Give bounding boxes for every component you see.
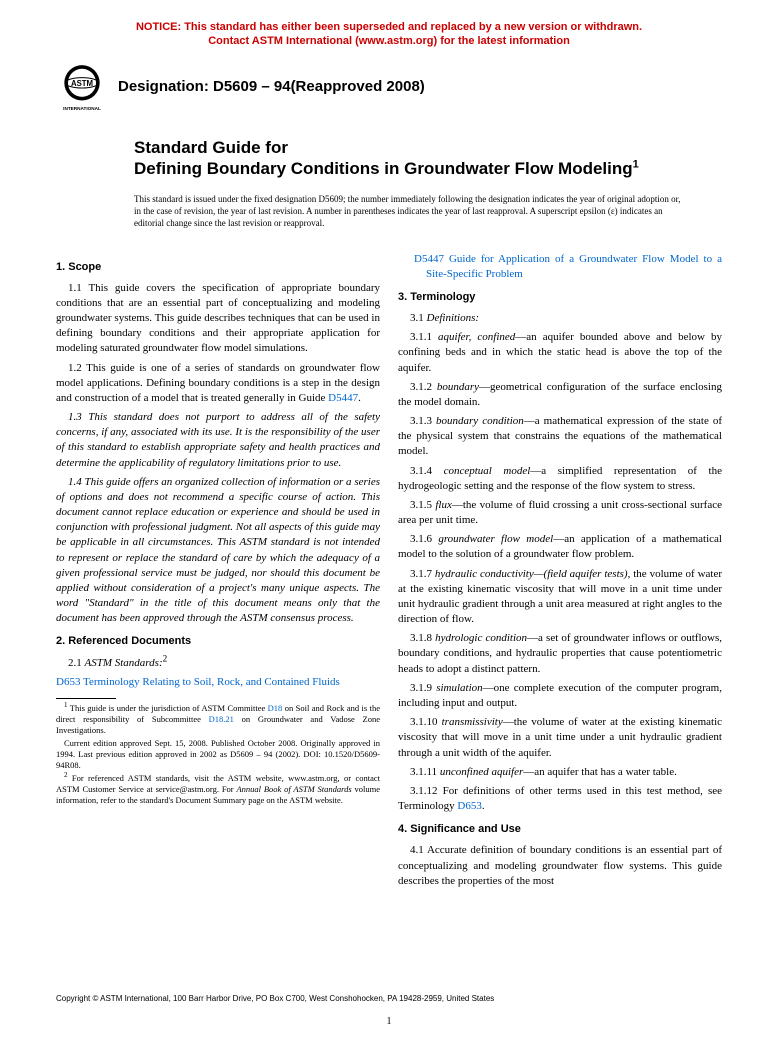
scope-heading: 1. Scope [56, 260, 380, 275]
scope-1-4: 1.4 This guide offers an organized colle… [56, 475, 380, 627]
notice-line-2: Contact ASTM International (www.astm.org… [208, 35, 570, 47]
def-3-1-4: 3.1.4 conceptual model—a simplified repr… [398, 464, 722, 494]
body-columns: 1. Scope 1.1 This guide covers the speci… [56, 252, 722, 893]
link-d18[interactable]: D18 [268, 703, 283, 713]
ref-d5447[interactable]: D5447 Guide for Application of a Groundw… [398, 252, 722, 282]
footnote-1: 1 This guide is under the jurisdiction o… [56, 703, 380, 736]
notice-line-1: NOTICE: This standard has either been su… [136, 21, 642, 33]
link-d5447[interactable]: D5447 [328, 392, 358, 404]
terminology-heading: 3. Terminology [398, 290, 722, 305]
def-3-1-5: 3.1.5 flux—the volume of fluid crossing … [398, 498, 722, 528]
astm-logo: ASTM INTERNATIONAL [56, 61, 108, 113]
copyright-line: Copyright © ASTM International, 100 Barr… [56, 994, 494, 1003]
designation-text: Designation: D5609 – 94(Reapproved 2008) [118, 78, 425, 95]
notice-banner: NOTICE: This standard has either been su… [56, 20, 722, 49]
footnote-2: 2 For referenced ASTM standards, visit t… [56, 773, 380, 806]
def-3-1-10: 3.1.10 transmissivity—the volume of wate… [398, 715, 722, 761]
footnote-separator [56, 698, 116, 699]
def-3-1-3: 3.1.3 boundary condition—a mathematical … [398, 414, 722, 460]
issuance-note: This standard is issued under the fixed … [134, 193, 682, 229]
def-3-1-12: 3.1.12 For definitions of other terms us… [398, 784, 722, 814]
refdocs-2-1: 2.1 ASTM Standards:2 [56, 656, 380, 671]
refdocs-heading: 2. Referenced Documents [56, 634, 380, 649]
title-main: Defining Boundary Conditions in Groundwa… [134, 158, 722, 179]
def-3-1-6: 3.1.6 groundwater flow model—an applicat… [398, 532, 722, 562]
header-row: ASTM INTERNATIONAL Designation: D5609 – … [56, 61, 722, 113]
def-3-1-8: 3.1.8 hydrologic condition—a set of grou… [398, 631, 722, 677]
scope-1-2: 1.2 This guide is one of a series of sta… [56, 361, 380, 407]
def-3-1-9: 3.1.9 simulation—one complete execution … [398, 681, 722, 711]
sig-4-1: 4.1 Accurate definition of boundary cond… [398, 843, 722, 889]
def-3-1-1: 3.1.1 aquifer, confined—an aquifer bound… [398, 330, 722, 376]
right-column: D5447 Guide for Application of a Groundw… [398, 252, 722, 893]
def-3-1-11: 3.1.11 unconfined aquifer—an aquifer tha… [398, 765, 722, 780]
link-d18-21[interactable]: D18.21 [209, 714, 234, 724]
svg-text:INTERNATIONAL: INTERNATIONAL [63, 105, 101, 110]
title-block: Standard Guide for Defining Boundary Con… [134, 137, 722, 180]
def-3-1-7: 3.1.7 hydraulic conductivity—(field aqui… [398, 567, 722, 628]
sig-heading: 4. Significance and Use [398, 822, 722, 837]
svg-text:ASTM: ASTM [71, 79, 93, 88]
scope-1-1: 1.1 This guide covers the specification … [56, 281, 380, 357]
ref-d653[interactable]: D653 Terminology Relating to Soil, Rock,… [56, 675, 380, 690]
left-column: 1. Scope 1.1 This guide covers the speci… [56, 252, 380, 893]
defs-label: 3.1 Definitions: [398, 311, 722, 326]
footnote-1b: Current edition approved Sept. 15, 2008.… [56, 738, 380, 771]
page-number: 1 [0, 1016, 778, 1027]
link-d653-b[interactable]: D653 [457, 800, 481, 812]
title-prefix: Standard Guide for [134, 137, 722, 158]
def-3-1-2: 3.1.2 boundary—geometrical configuration… [398, 380, 722, 410]
scope-1-3: 1.3 This standard does not purport to ad… [56, 410, 380, 471]
